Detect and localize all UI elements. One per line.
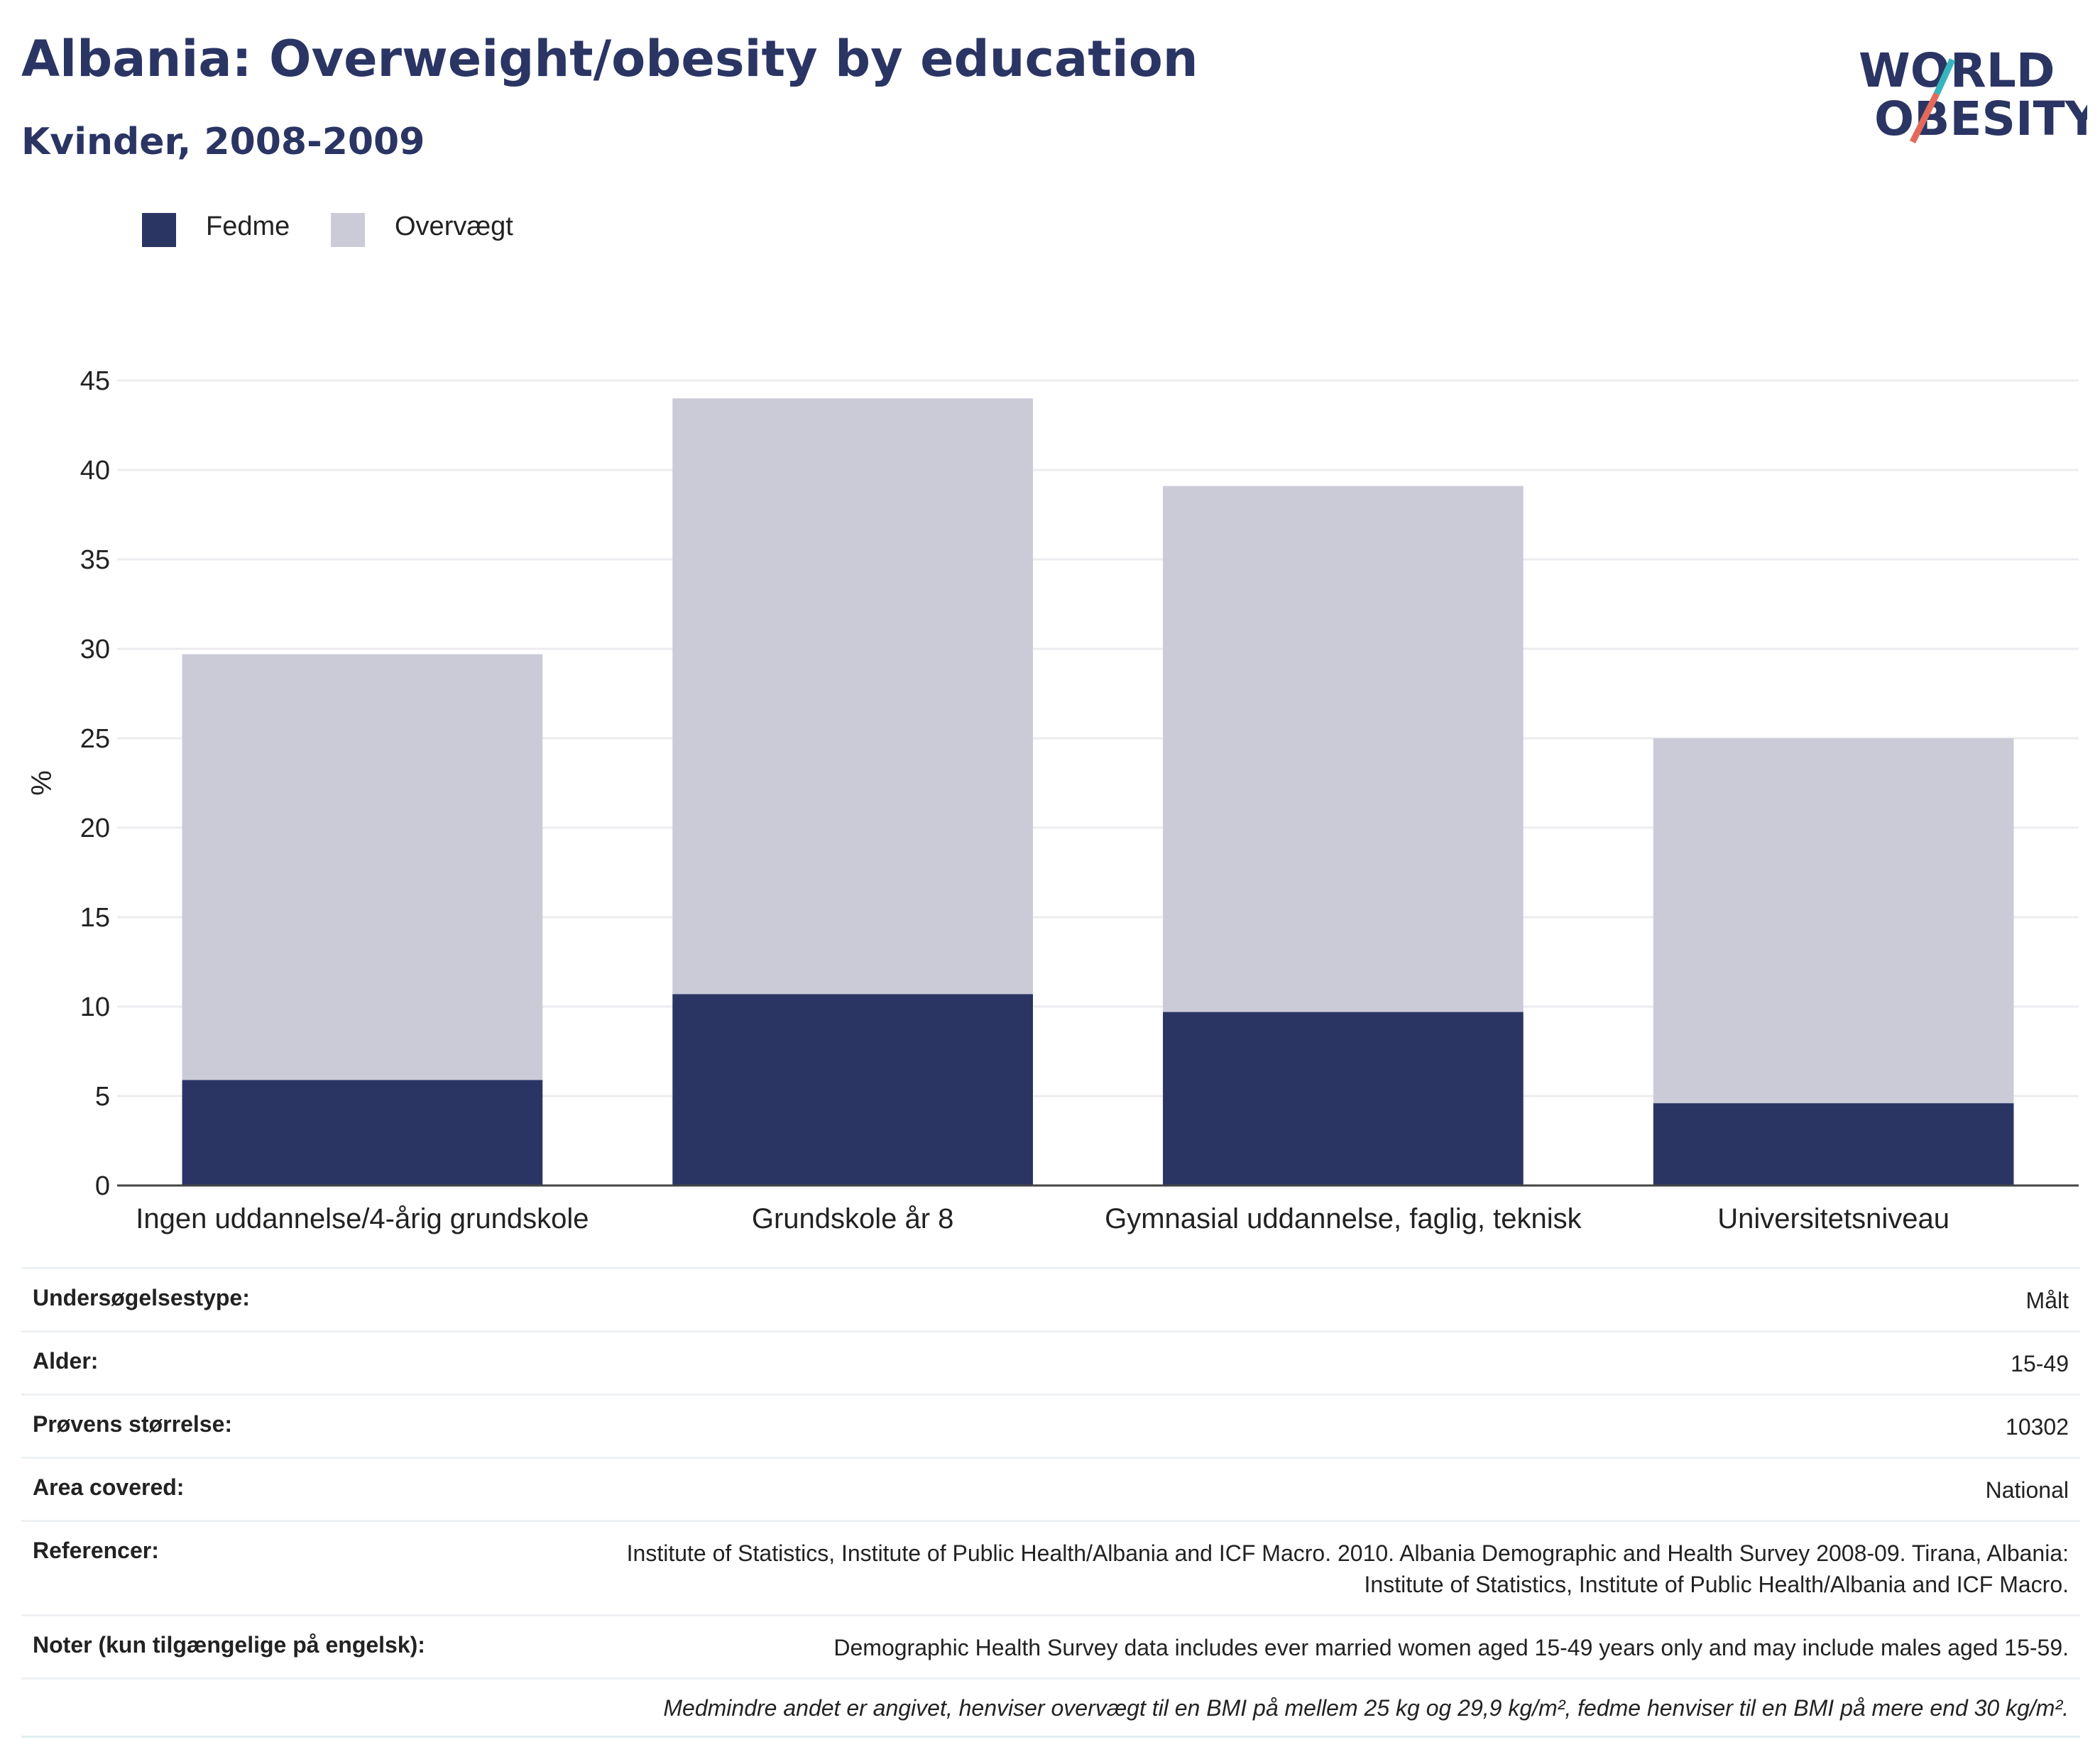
y-tick-label: 45 <box>80 366 110 396</box>
bar-fedme <box>1653 1103 2014 1185</box>
meta-row-notes: Noter (kun tilgængelige på engelsk): Dem… <box>21 1614 2080 1677</box>
stacked-bar-chart: 0 5 10 15 20 25 30 35 40 45% Ingen uddannelse/4-år… <box>26 366 2079 1234</box>
meta-value: National <box>1985 1477 2069 1503</box>
y-axis-label: % <box>26 770 58 796</box>
y-tick-label: 5 <box>95 1082 110 1112</box>
meta-label: Alder: <box>33 1348 99 1374</box>
meta-label: Undersøgelsestype: <box>33 1285 250 1310</box>
bar-fedme <box>182 1080 543 1185</box>
meta-value: Institute of Statistics, Institute of Pu… <box>626 1540 2069 1597</box>
meta-row-sample-size: Prøvens størrelse: 10302 <box>21 1393 2080 1457</box>
bar-overvaegt <box>1653 738 2014 1104</box>
x-tick-label: Grundskole år 8 <box>752 1203 954 1234</box>
y-tick-label: 40 <box>80 456 110 486</box>
meta-row-survey-type: Undersøgelsestype: Målt <box>21 1267 2080 1330</box>
bar-overvaegt <box>182 654 543 1080</box>
meta-value: 10302 <box>2006 1414 2069 1440</box>
meta-label: Referencer: <box>33 1538 159 1563</box>
logo-line2: OBESITY <box>1874 92 2087 146</box>
y-tick-label: 30 <box>80 635 110 664</box>
logo-slash-teal <box>1933 58 1956 95</box>
legend-swatch-overvaegt <box>331 213 365 247</box>
y-tick-label: 20 <box>80 814 110 843</box>
x-tick-label: Ingen uddannelse/4-årig grundskole <box>136 1203 589 1234</box>
footnote: Medmindre andet er angivet, henviser ove… <box>21 1677 2080 1738</box>
logo-line1: WORLD <box>1859 43 2055 98</box>
y-tick-label: 0 <box>95 1171 110 1201</box>
legend-label-overvaegt: Overvægt <box>395 212 513 241</box>
survey-metadata-table: Undersøgelsestype: Målt Alder: 15-49 Prø… <box>21 1267 2080 1738</box>
y-tick-label: 10 <box>80 992 110 1022</box>
bar-overvaegt <box>1163 486 1524 1012</box>
meta-row-area-covered: Area covered: National <box>21 1457 2080 1520</box>
meta-label: Area covered: <box>33 1474 185 1500</box>
x-tick-label: Gymnasial uddannelse, faglig, teknisk <box>1105 1203 1582 1234</box>
bar-fedme <box>1163 1012 1524 1185</box>
x-tick-label: Universitetsniveau <box>1717 1203 1949 1234</box>
logo-slash-coral <box>1909 92 1940 144</box>
y-tick-label: 25 <box>80 724 110 754</box>
meta-value: 15-49 <box>2011 1351 2069 1376</box>
meta-value: Demographic Health Survey data includes … <box>833 1635 2069 1660</box>
meta-row-references: Referencer: Institute of Statistics, Ins… <box>21 1520 2080 1614</box>
legend-label-fedme: Fedme <box>206 212 290 241</box>
meta-label: Noter (kun tilgængelige på engelsk): <box>33 1632 425 1658</box>
meta-label: Prøvens størrelse: <box>33 1411 233 1437</box>
world-obesity-logo: WORLD OBESITY <box>1859 43 2087 146</box>
y-tick-label: 35 <box>80 545 110 575</box>
meta-value: Målt <box>2025 1288 2069 1313</box>
page-title: Albania: Overweight/obesity by education <box>21 30 1198 88</box>
bar-overvaegt <box>672 398 1033 995</box>
bar-fedme <box>672 994 1033 1185</box>
page-subtitle: Kvinder, 2008-2009 <box>21 121 425 163</box>
y-tick-label: 15 <box>80 903 110 933</box>
meta-row-age: Alder: 15-49 <box>21 1330 2080 1393</box>
legend-swatch-fedme <box>142 213 176 247</box>
